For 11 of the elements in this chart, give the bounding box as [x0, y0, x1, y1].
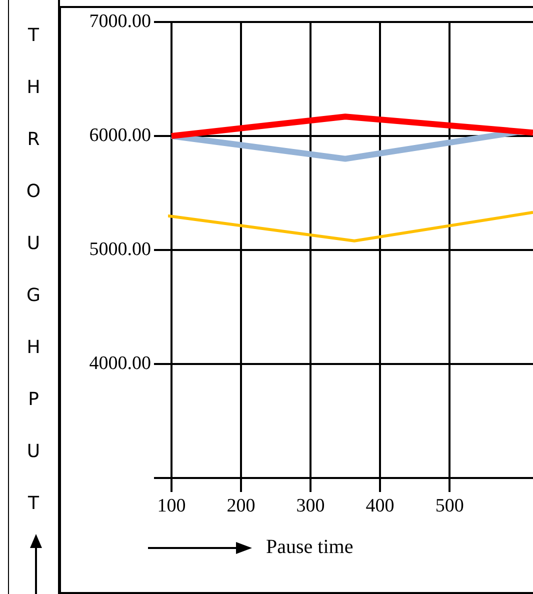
- x-tick-label: 200: [226, 495, 256, 516]
- x-tick-label: 500: [435, 495, 464, 516]
- text: THROUGHPUT: [26, 25, 41, 514]
- y-tick-label: 6000.00: [89, 124, 151, 146]
- y-tick-label: 7000.00: [89, 10, 151, 32]
- x-tick-label: 400: [366, 495, 394, 516]
- x-tick-label: 300: [296, 495, 325, 516]
- y-tick-label: 4000.00: [89, 352, 151, 374]
- y-tick-label: 5000.00: [89, 238, 151, 260]
- x-axis-title: Pause time: [266, 536, 354, 559]
- x-tick-label: 100: [157, 495, 186, 516]
